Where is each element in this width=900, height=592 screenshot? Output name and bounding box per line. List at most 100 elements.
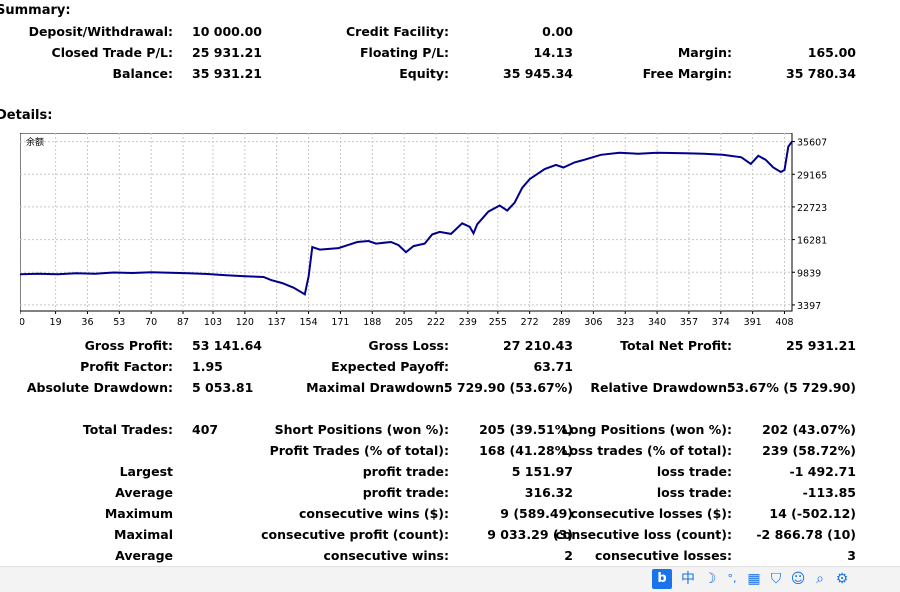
search-icon[interactable]: ⌕ [816,571,824,587]
x-tick-label-15: 255 [489,317,507,328]
stats-block2-r2-c3-value: 5 151.97 [511,464,573,479]
stats-block2-r3-c2-label: profit trade: [362,485,449,500]
plot-frame [20,133,793,312]
stats-block2-r0-c3-value: 205 (39.51%) [479,422,573,437]
stats-block2-r3-c3-value: 316.32 [524,485,573,500]
x-tick-label-1: 19 [50,317,62,328]
stats-block2-r5-c3-value: 9 033.29 (3) [487,527,573,542]
balance-chart: 0 19 36 53 70 87 103 120 137 154 171 188 205 222 239 25… [20,133,856,329]
summary-rows-r0-c3-value: 0.00 [542,24,573,39]
stats-block1-r2-c4-label: Relative Drawdown: [590,380,732,395]
stats-block1-r2-c1-value: 5 053.81 [192,380,254,395]
stats-block2-r1-c2-label: Profit Trades (% of total): [269,443,449,458]
x-tick-label-11: 188 [363,317,381,328]
stats-block2-r5-c4-label: consecutive loss (count): [555,527,732,542]
summary-rows-r2-c5-value: 35 780.34 [786,66,856,81]
stats-block2-r4-c3-value: 9 (589.49) [500,506,573,521]
x-tick-label-5: 87 [177,317,189,328]
summary-rows-r1-c2-label: Floating P/L: [360,45,449,60]
windows-taskbar: b 中 ☽ °, ▦ ⛉ ☺ ⌕ ⚙ [0,566,900,592]
x-tick-label-8: 137 [268,317,286,328]
shirt-icon[interactable]: ⛉ [770,571,782,587]
stats-block2-r2-c4-label: loss trade: [656,464,732,479]
summary-title: Summary: [0,3,71,18]
stats-block2-r0-c0-label: Total Trades: [82,422,173,437]
x-tick-label-24: 408 [775,317,793,328]
stats-block1-r2-c2-label: Maximal Drawdown: [306,380,449,395]
stats-block2-r5-c0-label: Maximal [114,527,173,542]
y-tick-label-4: 29165 [797,170,827,181]
stats-block2-r3-c5-value: -113.85 [802,485,856,500]
x-tick-label-6: 103 [204,317,222,328]
stats-block1-r1-c0-label: Profit Factor: [80,359,173,374]
stats-block2-r4-c0-label: Maximum [104,506,173,521]
summary-rows-r1-c5-value: 165.00 [807,45,856,60]
x-tick-label-13: 222 [427,317,445,328]
stats-block2-r1-c3-value: 168 (41.28%) [479,443,573,458]
keyboard-icon[interactable]: ▦ [747,571,761,587]
stats-block2-r6-c3-value: 2 [564,548,573,563]
stats-block1-r2-c0-label: Absolute Drawdown: [26,380,173,395]
stats-block2-r0-c1-value: 407 [192,422,219,437]
x-tick-label-21: 357 [680,317,698,328]
summary-rows-r1-c1-value: 25 931.21 [192,45,262,60]
summary-rows-r2-c1-value: 35 931.21 [192,66,262,81]
stats-block1-r0-c5-value: 25 931.21 [786,338,856,353]
x-tick-label-14: 239 [459,317,477,328]
summary-rows-r2-c2-label: Equity: [399,66,449,81]
stats-block2-r6-c5-value: 3 [847,548,856,563]
stats-block1-r0-c1-value: 53 141.64 [192,338,262,353]
stats-block2-r2-c2-label: profit trade: [362,464,449,479]
stats-block2-r3-c0-label: Average [115,485,173,500]
details-title: Details: [0,108,53,123]
summary-rows-r0-c0-label: Deposit/Withdrawal: [28,24,173,39]
x-tick-label-3: 53 [113,317,125,328]
x-tick-label-17: 289 [552,317,570,328]
summary-rows-r1-c4-label: Margin: [677,45,732,60]
chart-series-label: 余额 [26,136,44,148]
y-tick-label-0: 3397 [797,301,821,312]
punctuation-icon[interactable]: °, [727,572,737,585]
x-tick-label-2: 36 [81,317,93,328]
y-tick-label-3: 22723 [797,203,827,214]
x-tick-label-10: 171 [331,317,349,328]
stats-block2-r1-c5-value: 239 (58.72%) [762,443,856,458]
stats-block2-r5-c2-label: consecutive profit (count): [261,527,449,542]
stats-block1-r1-c1-value: 1.95 [192,359,223,374]
summary-rows-r0-c2-label: Credit Facility: [345,24,449,39]
stats-block2-r6-c2-label: consecutive wins: [323,548,449,563]
summary-rows-r2-c0-label: Balance: [112,66,173,81]
stats-block2-r4-c5-value: 14 (-502.12) [769,506,856,521]
stats-block2-r5-c5-value: -2 866.78 (10) [756,527,856,542]
moon-icon[interactable]: ☽ [703,571,717,587]
stats-block2-r4-c4-label: consecutive losses ($): [570,506,732,521]
x-tick-label-19: 323 [616,317,634,328]
chinese-input-icon[interactable]: 中 [681,571,695,587]
x-tick-label-7: 120 [236,317,254,328]
x-tick-label-4: 70 [145,317,157,328]
summary-rows-r1-c0-label: Closed Trade P/L: [51,45,173,60]
stats-block2-r0-c4-label: Long Positions (won %): [561,422,732,437]
x-tick-label-0: 0 [20,317,25,328]
y-tick-label-1: 9839 [797,268,821,279]
stats-block1-r0-c0-label: Gross Profit: [84,338,173,353]
user-icon[interactable]: ☺ [790,571,806,587]
summary-rows-r2-c3-value: 35 945.34 [503,66,573,81]
x-tick-label-23: 391 [744,317,762,328]
summary-rows-r1-c3-value: 14.13 [533,45,573,60]
settings-icon[interactable]: ⚙ [835,571,849,587]
bing-icon[interactable]: b [652,569,672,589]
stats-block2-r1-c4-label: Loss trades (% of total): [561,443,732,458]
stats-block2-r2-c0-label: Largest [119,464,173,479]
stats-block2-r2-c5-value: -1 492.71 [789,464,856,479]
stats-block1-r0-c3-value: 27 210.43 [503,338,573,353]
stats-block1-r0-c4-label: Total Net Profit: [620,338,732,353]
stats-block2-r6-c0-label: Average [115,548,173,563]
stats-block1-r0-c2-label: Gross Loss: [368,338,449,353]
x-tick-label-12: 205 [395,317,413,328]
balance-line [20,141,793,296]
y-tick-label-2: 16281 [797,236,827,247]
stats-block2-r0-c5-value: 202 (43.07%) [762,422,856,437]
stats-block2-r0-c2-label: Short Positions (won %): [274,422,449,437]
stats-block1-r1-c3-value: 63.71 [533,359,573,374]
